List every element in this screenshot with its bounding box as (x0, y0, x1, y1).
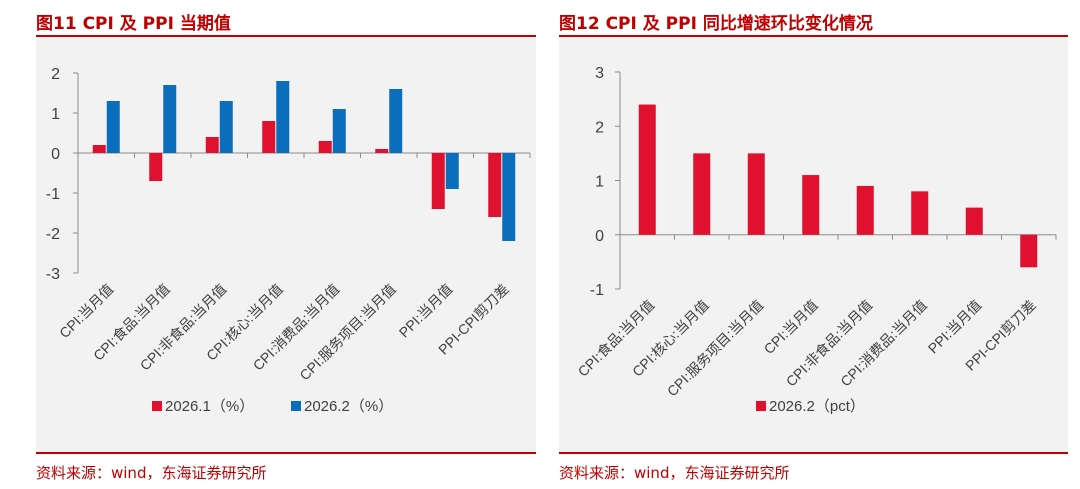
chart-1-bar-2 (276, 81, 290, 153)
chart-2-source: 资料来源：wind，东海证券研究所 (559, 464, 790, 482)
chart-2-top-rule (559, 35, 1068, 37)
chart-1-bar-2 (502, 153, 516, 241)
chart-1-bar-2 (332, 109, 346, 153)
chart-1-y-tick-label: 1 (51, 106, 60, 123)
chart-1-bar-1 (318, 141, 332, 153)
chart-1-bar-1 (488, 153, 502, 217)
chart-2-legend-swatch-1 (756, 401, 766, 411)
chart-2-y-tick-label: 3 (595, 65, 604, 82)
chart-1-bar-2 (445, 153, 459, 189)
chart-1-bar-1 (205, 137, 219, 153)
chart-2-bar-1 (638, 104, 656, 235)
chart-1-bar-2 (389, 89, 403, 153)
chart-2-bar-1 (802, 175, 820, 235)
chart-1-legend-label-2: 2026.2（%） (304, 398, 393, 415)
chart-1-legend-swatch-2 (291, 401, 301, 411)
chart-1-bar-1 (262, 121, 276, 153)
chart-1-legend-label-1: 2026.1（%） (165, 398, 254, 415)
chart-2-bar-1 (747, 153, 765, 235)
chart-1-source: 资料来源：wind，东海证券研究所 (36, 464, 267, 482)
chart-2-bar-1 (1020, 234, 1038, 268)
chart-1-bottom-rule (36, 452, 536, 454)
chart-1-category-label: CPI:当月值 (56, 281, 116, 341)
chart-2-y-tick-label: -1 (590, 282, 604, 299)
chart-2-bar-1 (965, 207, 983, 235)
chart-2-bar-1 (856, 185, 874, 235)
chart-2-y-tick-label: 0 (595, 228, 604, 245)
chart-1-category-label: PPI:当月值 (396, 281, 456, 341)
chart-1-category-label: CPI:服务项目:当月值 (296, 281, 399, 384)
chart-1-y-tick-label: -1 (46, 186, 60, 203)
chart-2-title: 图12 CPI 及 PPI 同比增速环比变化情况 (559, 14, 873, 34)
chart-1-bar-2 (106, 101, 120, 153)
chart-1-y-tick-label: -3 (46, 266, 60, 283)
chart-2-y-tick-label: 1 (595, 174, 604, 191)
chart-1-bar-1 (375, 149, 389, 153)
chart-1-bar-1 (431, 153, 445, 209)
chart-1-bar-1 (149, 153, 163, 181)
chart-2-bar-1 (693, 153, 711, 235)
chart-2-y-tick-label: 2 (595, 119, 604, 136)
chart-1-y-tick-label: -2 (46, 226, 60, 243)
chart-2-category-label: CPI:服务项目:当月值 (664, 297, 767, 400)
chart-1-title: 图11 CPI 及 PPI 当期值 (36, 14, 231, 34)
chart-1-legend-swatch-1 (152, 401, 162, 411)
chart-1-bar-2 (219, 101, 233, 153)
chart-1-y-tick-label: 2 (51, 66, 60, 83)
chart-1-top-rule (36, 35, 536, 37)
chart-1-y-tick-label: 0 (51, 146, 60, 163)
chart-2-bottom-rule (559, 452, 1068, 454)
chart-1-bar-1 (92, 145, 106, 153)
chart-2-bar-1 (911, 191, 929, 235)
chart-1-bar-2 (163, 85, 177, 153)
chart-2-legend-label-1: 2026.2（pct） (769, 398, 865, 415)
